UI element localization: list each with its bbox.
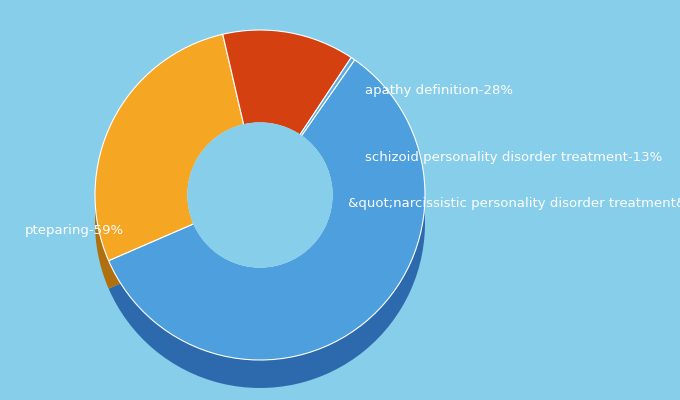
Wedge shape: [223, 58, 352, 163]
Wedge shape: [300, 58, 355, 136]
Wedge shape: [109, 60, 425, 360]
Circle shape: [188, 123, 332, 267]
Text: schizoid personality disorder treatment-13%: schizoid personality disorder treatment-…: [365, 150, 662, 164]
Text: pteparing-59%: pteparing-59%: [25, 224, 124, 236]
Wedge shape: [109, 88, 425, 388]
Wedge shape: [223, 30, 352, 135]
Text: &quot;narcissistic personality disorder treatment&-0%: &quot;narcissistic personality disorder …: [348, 196, 680, 210]
Circle shape: [188, 151, 332, 295]
Wedge shape: [300, 86, 355, 164]
Text: apathy definition-28%: apathy definition-28%: [365, 84, 513, 96]
Wedge shape: [95, 62, 243, 289]
Wedge shape: [95, 34, 243, 261]
